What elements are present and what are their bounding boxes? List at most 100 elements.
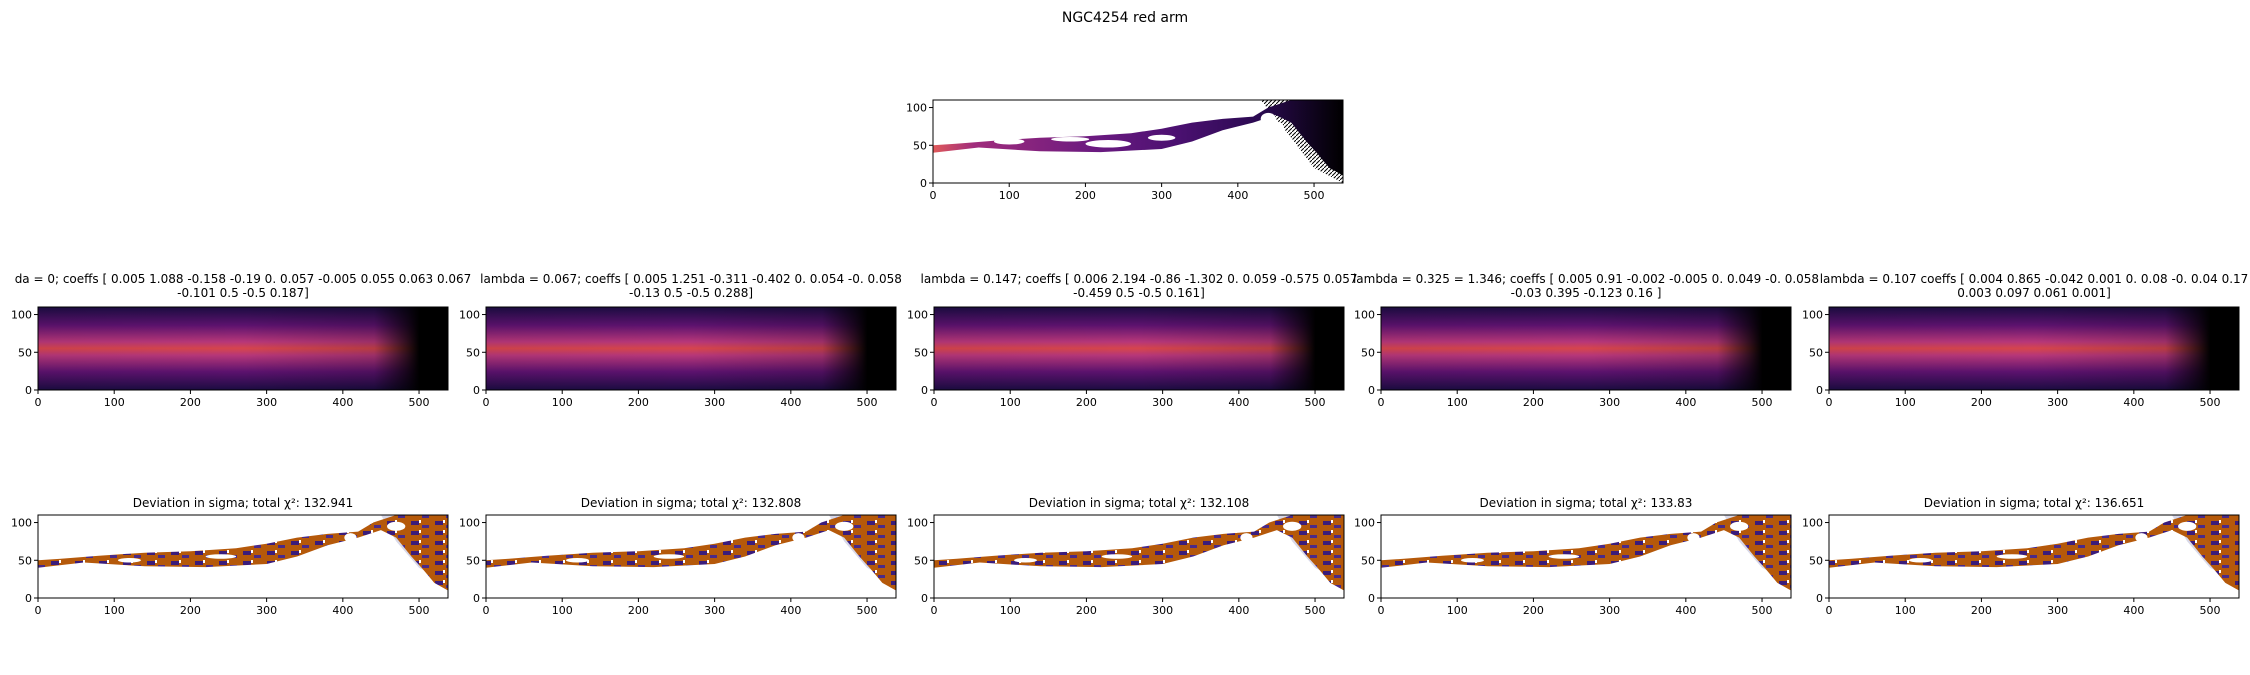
x-tick-label: 500 [1752,604,1773,617]
panel-title-line: -0.101 0.5 -0.5 0.187] [177,286,309,300]
panel-title-line: lambda = 0.325 = 1.346; coeffs [ 0.005 0… [1353,272,1819,286]
x-tick-label: 0 [931,396,938,409]
mask-hole-1 [1996,554,2028,559]
x-tick-label: 300 [1151,189,1172,202]
arm-region [933,100,1343,176]
mask-hole-2 [1687,533,1700,543]
model-fade [934,307,1344,390]
x-tick-label: 400 [1675,604,1696,617]
x-tick-label: 300 [2047,396,2068,409]
model-fade [1829,307,2239,390]
panel-title: Deviation in sigma; total χ²: 133.83 [1480,496,1693,510]
x-tick-label: 500 [857,604,878,617]
mask-hole-0 [1014,558,1037,563]
x-tick-label: 300 [1599,396,1620,409]
y-tick-label: 50 [914,346,928,359]
mask-hole-3 [387,521,406,531]
mask-hole-1 [1051,136,1090,142]
y-tick-label: 0 [473,384,480,397]
axes-frame [37,306,449,391]
x-tick-label: 300 [704,396,725,409]
x-tick-label: 400 [1228,396,1249,409]
x-tick-label: 0 [483,604,490,617]
x-tick-label: 100 [1895,396,1916,409]
x-tick-label: 500 [1304,189,1325,202]
mask-hole-2 [1240,533,1253,543]
panel-image [486,515,896,591]
x-tick-label: 300 [704,604,725,617]
deviation-region [486,515,896,591]
axes-frame [932,99,1344,184]
x-tick-label: 500 [409,604,430,617]
x-tick-label: 0 [1826,604,1833,617]
x-tick-label: 0 [1826,396,1833,409]
x-tick-label: 200 [1075,189,1096,202]
x-tick-label: 300 [2047,604,2068,617]
axes-frame [1380,514,1792,599]
x-tick-label: 200 [1971,604,1992,617]
panel-image [933,100,1343,183]
x-tick-label: 500 [409,396,430,409]
y-tick-label: 50 [466,554,480,567]
axes-frame [1828,514,2240,599]
x-tick-label: 500 [1305,604,1326,617]
panel-title-line: -0.459 0.5 -0.5 0.161] [1073,286,1205,300]
mask-hole-3 [1147,134,1176,141]
panel-image [38,515,448,591]
y-tick-label: 100 [11,309,32,322]
x-tick-label: 400 [2123,604,2144,617]
x-tick-label: 100 [104,604,125,617]
x-tick-label: 200 [1971,396,1992,409]
x-tick-label: 500 [857,396,878,409]
axes-frame [485,514,897,599]
panel-title-line: lambda = 0.147; coeffs [ 0.006 2.194 -0.… [921,272,1358,286]
panel-title-line: lambda = 0.067; coeffs [ 0.005 1.251 -0.… [480,272,902,286]
panel-title: Deviation in sigma; total χ²: 136.651 [1924,496,2145,510]
mask-hole-2 [1085,139,1132,148]
deviation-region [934,515,1344,591]
y-tick-label: 50 [18,346,32,359]
panel-10: 0 100 200 300 400 500 0 50 100 Deviation in sigma… [1354,496,1792,617]
panel-11: 0 100 200 300 400 500 0 50 100 Deviation in sigma… [1802,496,2240,617]
panel-image [934,307,1344,390]
panel-title-line: 0.003 0.097 0.061 0.001] [1957,286,2111,300]
y-tick-label: 0 [921,592,928,605]
panel-1: 0 100 200 300 400 500 0 50 100 [906,99,1344,202]
y-tick-label: 100 [1802,517,1823,530]
x-tick-label: 0 [483,396,490,409]
deviation-region [38,515,448,591]
x-tick-label: 200 [1523,604,1544,617]
panel-6: 0 100 200 300 400 500 0 50 100 lambda = 0.107 coe… [1802,272,2248,409]
x-tick-label: 500 [2200,604,2221,617]
y-tick-label: 50 [18,554,32,567]
x-tick-label: 0 [35,396,42,409]
x-tick-label: 100 [1895,604,1916,617]
x-tick-label: 400 [780,396,801,409]
mask-hole-1 [653,554,685,559]
x-tick-label: 200 [180,396,201,409]
mask-hole-3 [1283,521,1302,531]
x-tick-label: 100 [104,396,125,409]
mask-hole-0 [1909,558,1932,563]
mask-hole-5 [1275,122,1285,138]
x-tick-label: 100 [1447,396,1468,409]
panel-title: Deviation in sigma; total χ²: 132.108 [1029,496,1250,510]
x-tick-label: 400 [1227,189,1248,202]
axes-frame [1828,306,2240,391]
panel-title-line: -0.03 0.395 -0.123 0.16 ] [1511,286,1662,300]
axes-frame [933,306,1345,391]
x-tick-label: 400 [332,604,353,617]
mask-hole-1 [1101,554,1133,559]
y-tick-label: 50 [1809,346,1823,359]
y-tick-label: 0 [921,384,928,397]
axes-frame [37,514,449,599]
mask-hole-2 [792,533,805,543]
panel-title: Deviation in sigma; total χ²: 132.808 [581,496,802,510]
panel-image [934,515,1344,591]
x-tick-label: 100 [1000,396,1021,409]
x-tick-label: 100 [1000,604,1021,617]
mask-hole-1 [1548,554,1580,559]
x-tick-label: 500 [1752,396,1773,409]
x-tick-label: 200 [180,604,201,617]
